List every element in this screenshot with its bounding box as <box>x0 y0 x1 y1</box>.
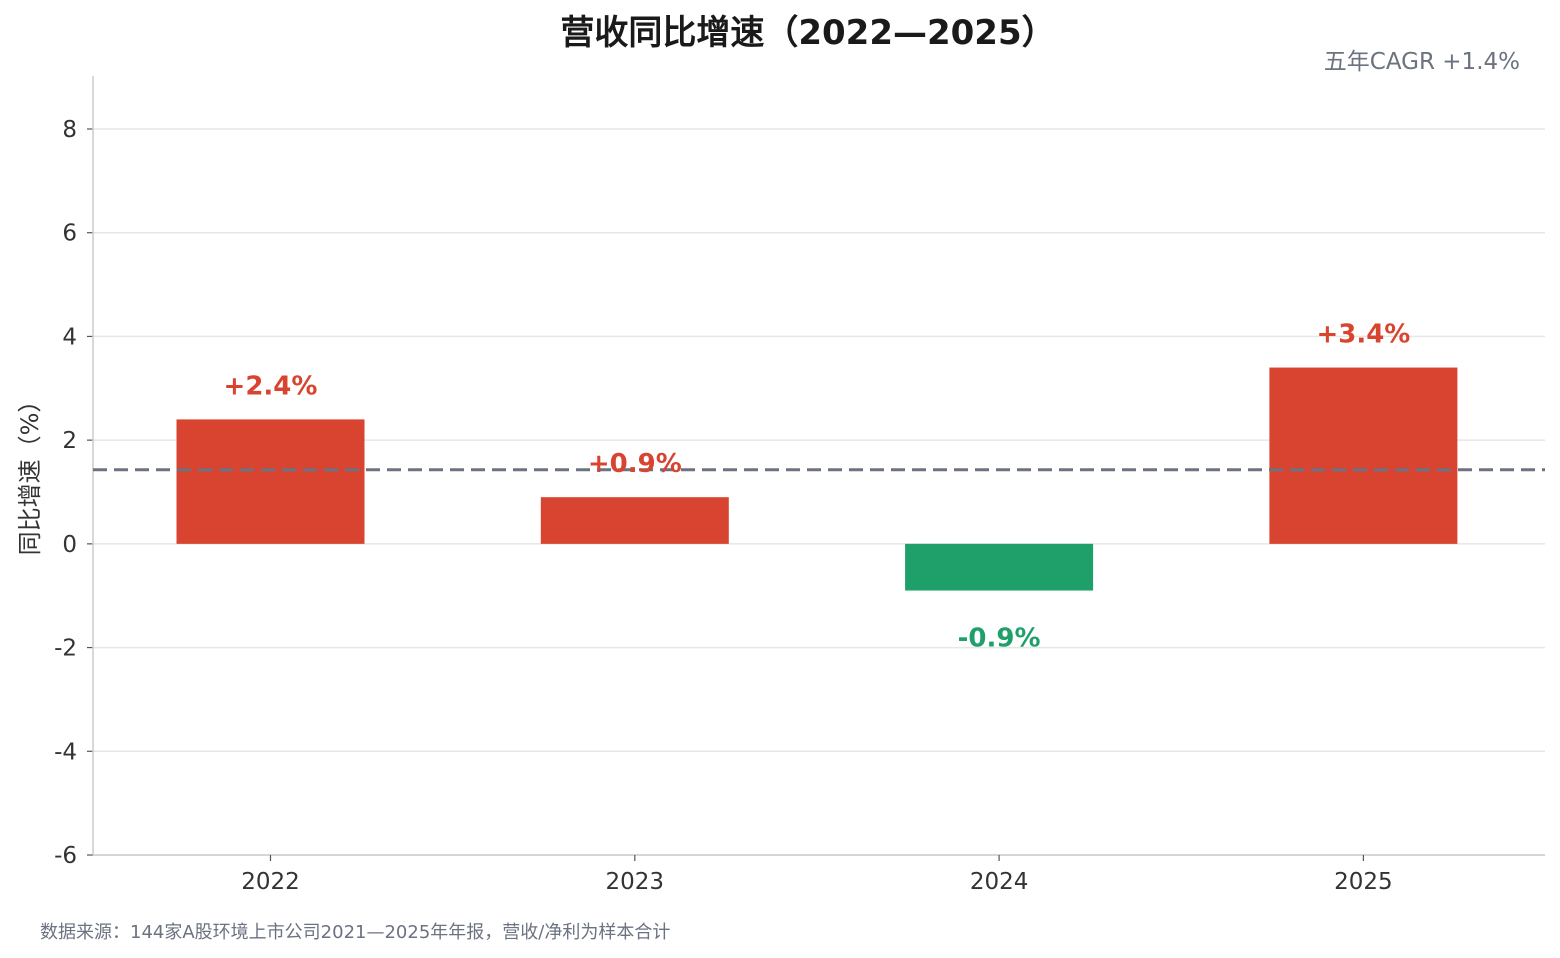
value-label-2022: +2.4% <box>224 371 318 401</box>
chart-title: 营收同比增速（2022—2025） <box>560 13 1055 53</box>
bar-2024 <box>905 543 1094 591</box>
x-tick-label: 2025 <box>1334 869 1393 895</box>
y-tick-label: -4 <box>54 739 77 765</box>
bar-2025 <box>1269 367 1458 544</box>
value-label-2025: +3.4% <box>1316 320 1410 350</box>
bar-2023 <box>540 497 729 544</box>
value-label-2024: -0.9% <box>958 624 1041 654</box>
source-note: 数据来源：144家A股环境上市公司2021—2025年年报，营收/净利为样本合计 <box>40 922 670 943</box>
y-axis-label: 同比增速（%） <box>16 389 44 556</box>
tick-labels: -6 -4 -2 0 2 4 6 8 2022 2023 2024 2025 <box>54 117 1393 895</box>
x-tick-label: 2023 <box>606 869 665 895</box>
y-tick-label: 8 <box>62 117 77 143</box>
bars <box>176 367 1458 591</box>
value-labels: +2.4% +0.9% -0.9% +3.4% <box>224 320 1411 654</box>
bar-2022 <box>176 419 365 544</box>
y-tick-label: -2 <box>54 636 77 662</box>
y-tick-label: -6 <box>54 843 77 869</box>
x-tick-label: 2022 <box>241 869 300 895</box>
cagr-annotation: 五年CAGR +1.4% <box>1324 49 1520 75</box>
y-tick-label: 6 <box>62 221 77 247</box>
y-tick-label: 4 <box>62 324 77 350</box>
value-label-2023: +0.9% <box>588 449 682 479</box>
axes <box>87 76 1545 861</box>
y-tick-label: 0 <box>62 532 77 558</box>
y-tick-label: 2 <box>62 428 77 454</box>
x-tick-label: 2024 <box>970 869 1029 895</box>
